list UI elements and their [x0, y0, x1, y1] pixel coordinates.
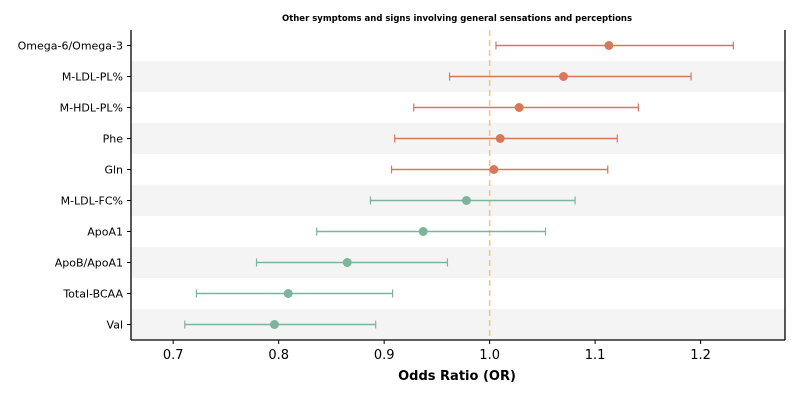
- x-axis-label: Odds Ratio (OR): [398, 369, 516, 384]
- plot-marks: [184, 41, 734, 329]
- y-tick-label: Total-BCAA: [62, 288, 123, 301]
- chart-title: Other symptoms and signs involving gener…: [282, 14, 632, 24]
- y-tick-label: M-HDL-PL%: [60, 102, 123, 115]
- odds-ratio-point: [489, 165, 499, 174]
- axes: Omega-6/Omega-3 M-LDL-PL% M-HDL-PL% Phe Gln M…: [18, 30, 786, 363]
- odds-ratio-point: [269, 320, 279, 329]
- y-tick-label: Omega-6/Omega-3: [18, 40, 123, 53]
- x-tick-label: 1.2: [690, 348, 711, 363]
- odds-ratio-point: [558, 72, 568, 81]
- y-tick-label: Gln: [104, 164, 123, 177]
- y-tick-label: ApoB/ApoA1: [55, 257, 123, 270]
- y-tick-label: M-LDL-PL%: [62, 71, 123, 84]
- y-tick-label: ApoA1: [87, 226, 123, 239]
- x-tick-label: 1.0: [479, 348, 500, 363]
- odds-ratio-point: [604, 41, 614, 50]
- y-tick-label: M-LDL-FC%: [61, 195, 123, 208]
- x-tick-label: 0.7: [163, 348, 184, 363]
- y-tick-label: Phe: [103, 133, 124, 146]
- odds-ratio-point: [418, 227, 428, 236]
- row-band: [131, 247, 785, 278]
- odds-ratio-point: [514, 103, 524, 112]
- x-tick-label: 0.9: [374, 348, 395, 363]
- odds-ratio-point: [283, 289, 293, 298]
- y-tick-label: Val: [107, 319, 123, 332]
- odds-ratio-point: [461, 196, 471, 205]
- odds-ratio-point: [342, 258, 352, 267]
- x-tick-label: 1.1: [585, 348, 606, 363]
- odds-ratio-point: [495, 134, 505, 143]
- x-tick-label: 0.8: [268, 348, 289, 363]
